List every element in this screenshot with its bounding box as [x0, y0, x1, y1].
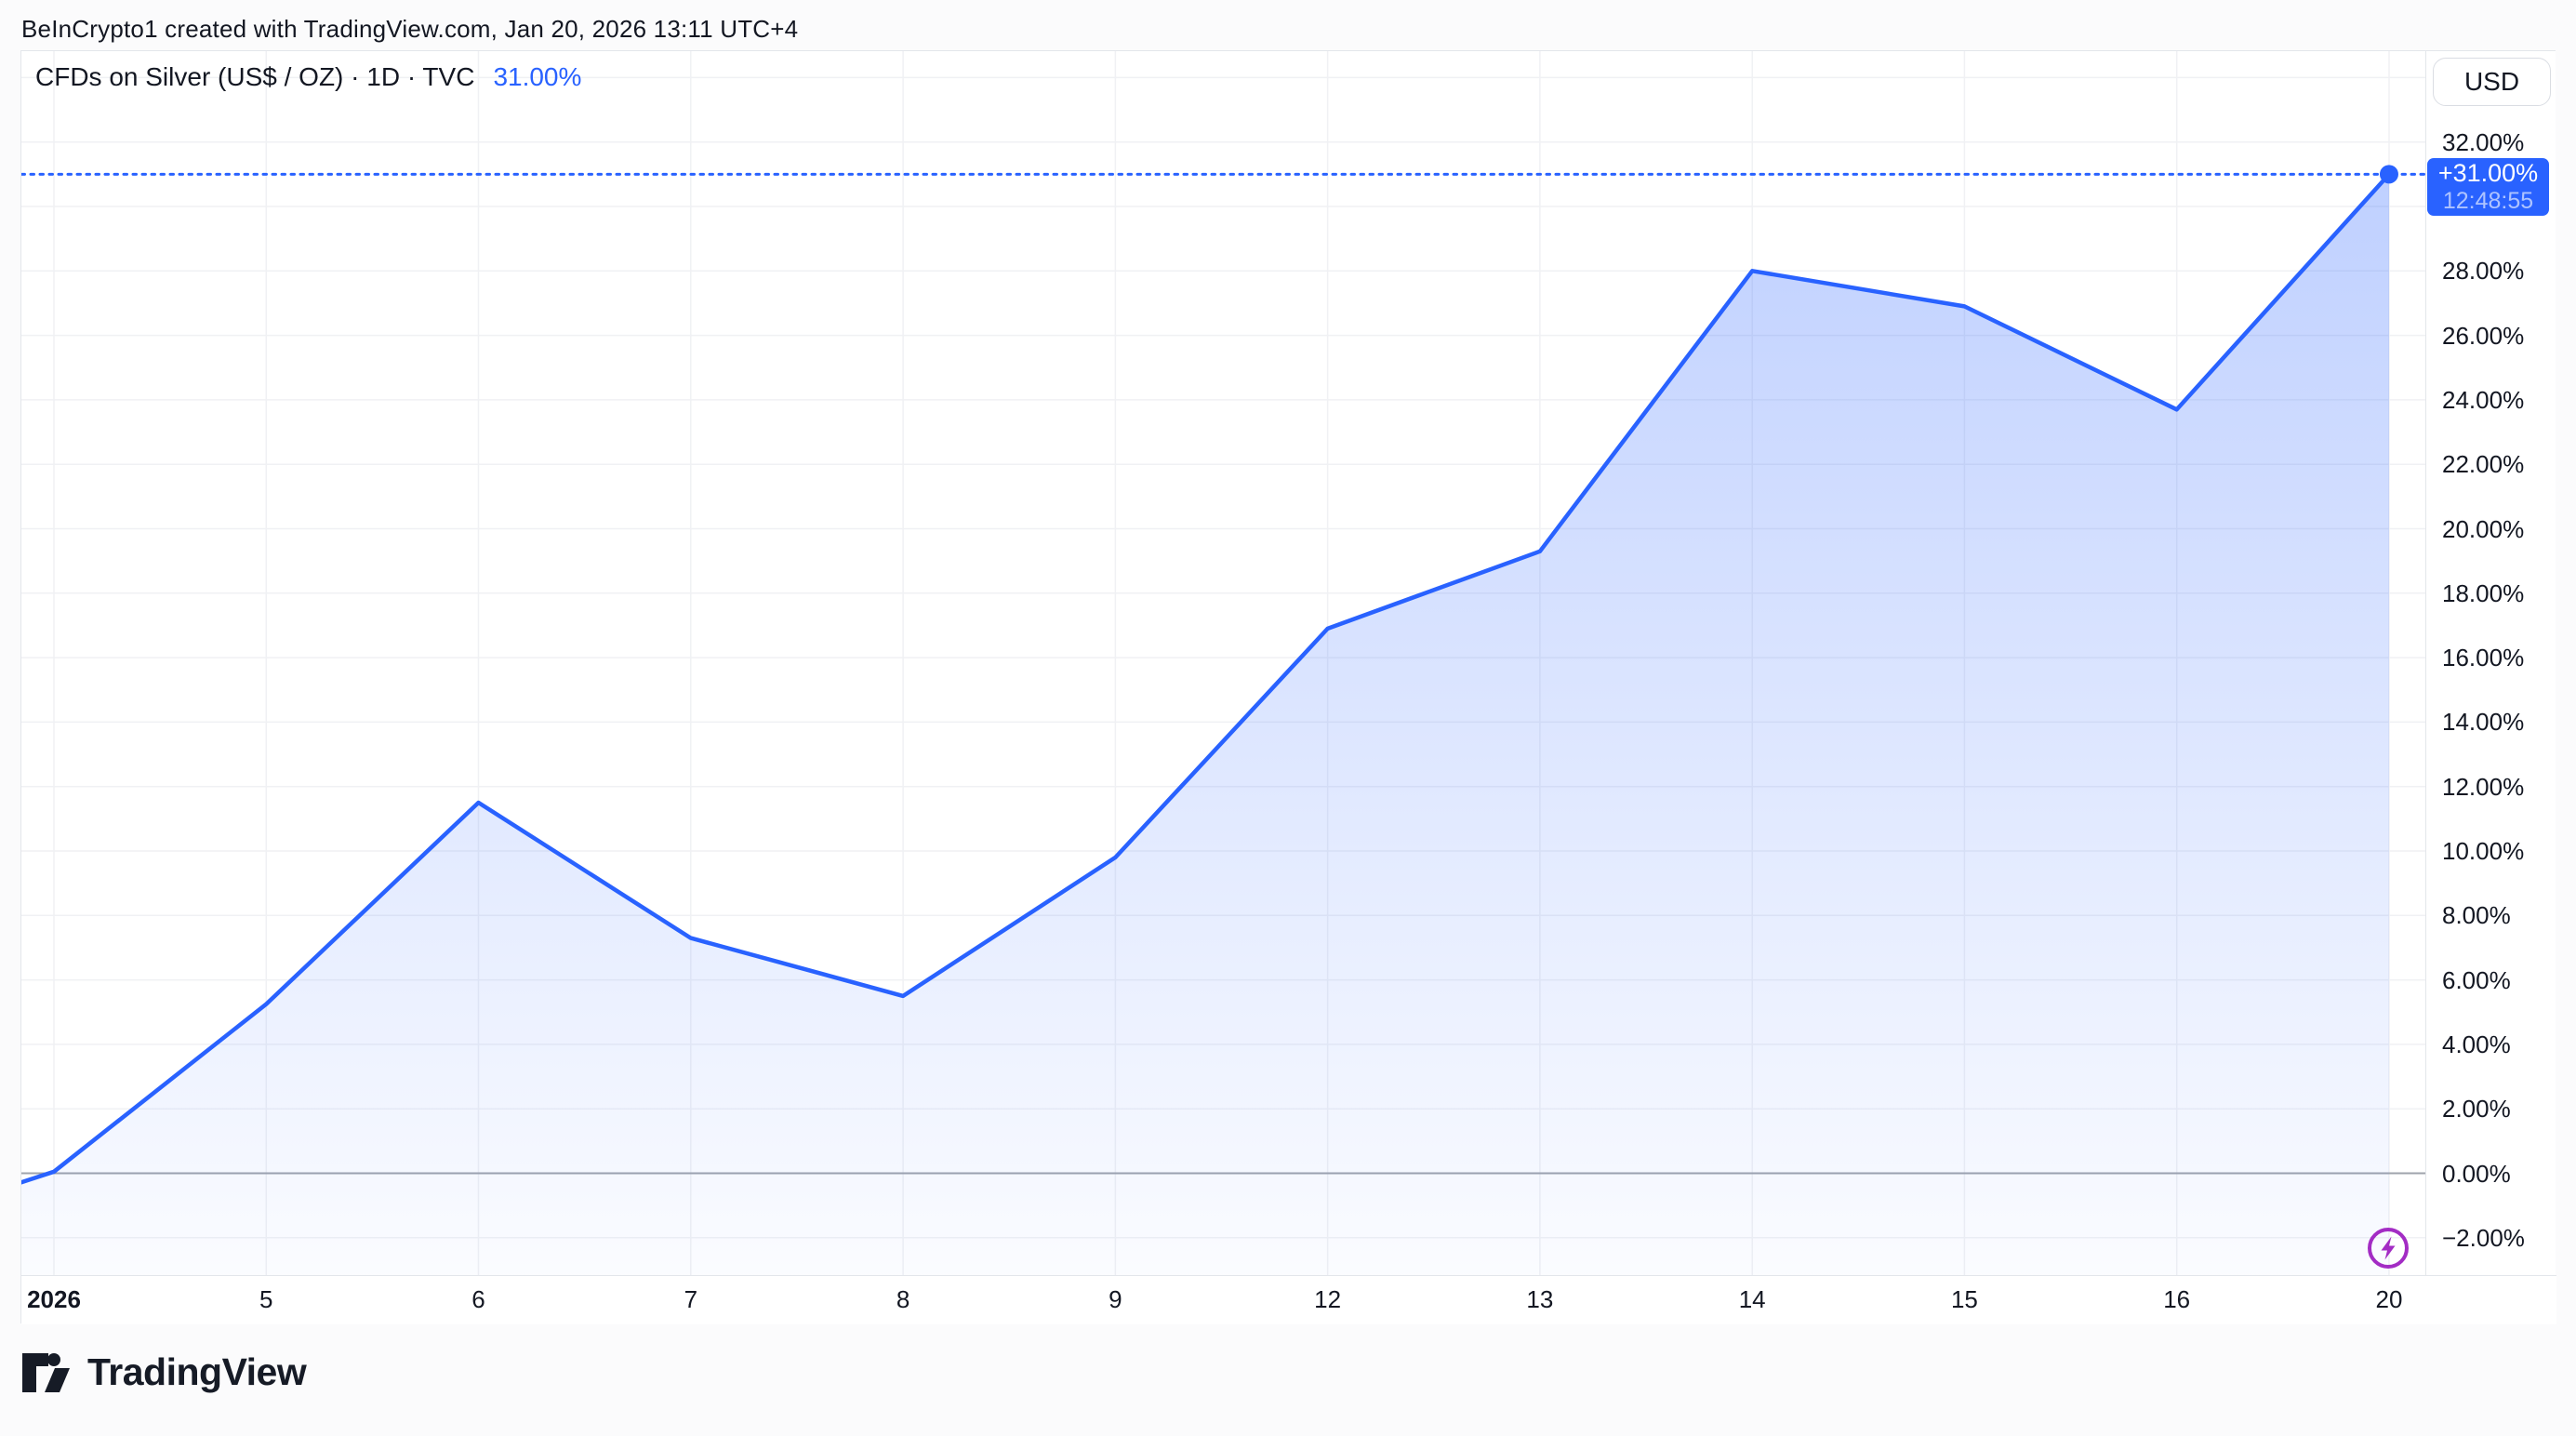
symbol-legend[interactable]: CFDs on Silver (US$ / OZ) · 1D · TVC 31.…	[35, 62, 581, 92]
x-axis-label: 15	[1950, 1285, 1978, 1313]
x-axis-label: 7	[684, 1285, 698, 1313]
x-axis-label: 20	[2375, 1285, 2403, 1313]
last-price-dot	[2379, 165, 2398, 184]
last-price-value: +31.00%	[2437, 159, 2539, 187]
currency-toggle-button[interactable]: USD	[2433, 58, 2551, 106]
attribution-text: BeInCrypto1 created with TradingView.com…	[21, 14, 799, 43]
price-line	[21, 172, 2392, 1185]
price-chart-svg	[21, 51, 2425, 1275]
y-axis-label: 14.00%	[2442, 708, 2525, 737]
x-axis-label: 12	[1314, 1285, 1342, 1313]
y-axis-label: 18.00%	[2442, 578, 2525, 607]
x-axis-label: 6	[471, 1285, 485, 1313]
y-axis-label: 26.00%	[2442, 321, 2525, 350]
attribution-header: BeInCrypto1 created with TradingView.com…	[21, 13, 798, 45]
chart-container: CFDs on Silver (US$ / OZ) · 1D · TVC 31.…	[20, 50, 2556, 1324]
y-axis-label: 2.00%	[2442, 1095, 2511, 1124]
y-axis-label: 16.00%	[2442, 644, 2525, 672]
tradingview-logo-mark	[22, 1352, 70, 1392]
x-axis-label: 8	[896, 1285, 910, 1313]
bar-countdown-timer: 12:48:55	[2442, 188, 2534, 214]
y-axis-label: 0.00%	[2442, 1159, 2511, 1188]
tradingview-logo[interactable]: TradingView	[21, 1350, 307, 1394]
tradingview-logo-text: TradingView	[87, 1350, 307, 1393]
lightning-bolt-icon	[2381, 1236, 2396, 1260]
x-axis-label: 13	[1526, 1285, 1554, 1313]
flash-circle	[2368, 1228, 2409, 1269]
x-axis-label: 14	[1738, 1285, 1766, 1313]
x-axis-label: 16	[2163, 1285, 2191, 1313]
area-fill	[21, 174, 2389, 1275]
chart-plot-area[interactable]: CFDs on Silver (US$ / OZ) · 1D · TVC 31.…	[21, 51, 2425, 1275]
symbol-change-percent: 31.00%	[493, 62, 582, 91]
x-axis-label: 9	[1109, 1285, 1122, 1313]
x-axis-label: 2026	[27, 1285, 81, 1313]
price-axis[interactable]: +31.00% 12:48:55 32.00% 28.00% 26.00% 24.00…	[2425, 51, 2556, 1324]
time-axis[interactable]: 2026 5 6 7 8 9 12 13 14 15 16 20	[21, 1275, 2556, 1324]
last-price-badge: +31.00% 12:48:55	[2427, 158, 2549, 216]
flash-icon[interactable]	[2366, 1226, 2410, 1270]
y-axis-label: 6.00%	[2442, 965, 2511, 994]
y-axis-label: 32.00%	[2442, 127, 2525, 156]
y-axis-label: −2.00%	[2442, 1223, 2525, 1252]
y-axis-label: 12.00%	[2442, 772, 2525, 801]
y-axis-label: 8.00%	[2442, 901, 2511, 930]
y-axis-label: 4.00%	[2442, 1030, 2511, 1058]
y-axis-label: 20.00%	[2442, 514, 2525, 543]
y-axis-label: 28.00%	[2442, 257, 2525, 286]
y-axis-label: 22.00%	[2442, 450, 2525, 479]
currency-label: USD	[2463, 67, 2520, 96]
y-axis-label: 24.00%	[2442, 385, 2525, 414]
x-axis-label: 5	[259, 1285, 273, 1313]
y-axis-label: 10.00%	[2442, 837, 2525, 865]
symbol-title: CFDs on Silver (US$ / OZ) · 1D · TVC	[35, 62, 475, 91]
